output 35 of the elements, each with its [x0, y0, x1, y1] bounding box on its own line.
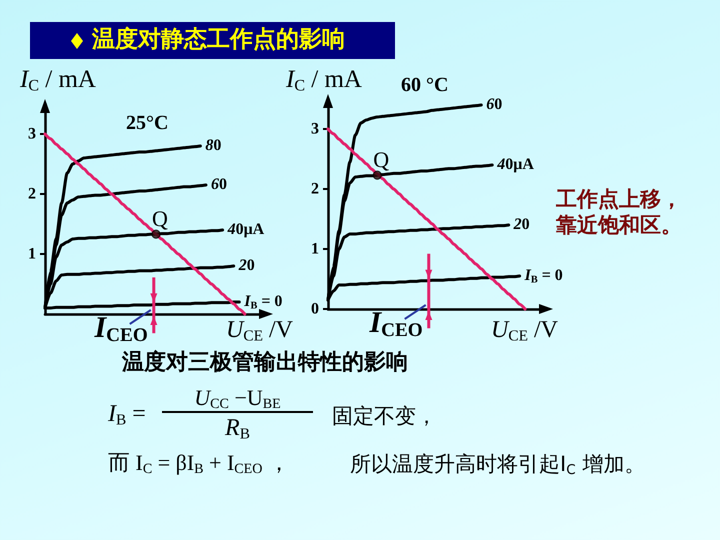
y-tick-label: 3 — [28, 126, 36, 142]
y-tick-label: 2 — [311, 180, 319, 198]
y-tick-label: 3 — [311, 120, 319, 138]
series-label: 40μA — [497, 156, 534, 174]
y-tick-label: 1 — [28, 246, 36, 262]
annotation: I$_{CEO}$ — [369, 306, 423, 342]
chart-title: 60 °C — [401, 74, 448, 96]
series-label: I$_{B}$ = 0 — [244, 293, 282, 312]
text: 温度对三极管输出特性的影响 — [122, 350, 408, 376]
annotation: I$_{CEO}$ — [94, 311, 148, 346]
series-label: 20 — [238, 257, 255, 275]
x-axis-title: U$_{CE}$ /V — [226, 317, 293, 344]
text: U$_{CC}$ −U$_{BE}$ — [162, 385, 313, 414]
text: I$_{B}$ = — [108, 401, 146, 428]
text: 工作点上移，靠近饱和区。 — [556, 186, 683, 238]
x-axis-title: U$_{CE}$ /V — [491, 317, 558, 344]
text: 所以温度升高时将引起I$_{C}$ 增加。 — [350, 452, 646, 478]
text: 而 I$_{C}$ = βI$_{B}$ + I$_{CEO}$ ， — [108, 450, 290, 478]
annotation: Q — [152, 206, 168, 232]
series-label: 60 — [486, 96, 502, 114]
y-axis-title: I$_{C}$ / mA — [20, 66, 96, 95]
y-tick-label: 1 — [311, 240, 319, 258]
series-label: 40μA — [228, 221, 264, 239]
text: R$_{B}$ — [224, 415, 251, 442]
series-label: 80 — [205, 137, 222, 155]
y-tick-label: 0 — [311, 300, 319, 318]
annotation: Q — [373, 147, 390, 172]
series-label: 20 — [514, 216, 530, 234]
text: 温度对静态工作点的影响 — [92, 26, 345, 53]
y-tick-label: 2 — [28, 186, 36, 202]
series-label: 60 — [210, 176, 227, 194]
text: 固定不变， — [332, 404, 437, 428]
y-axis-title: I$_{C}$ / mA — [286, 66, 362, 95]
chart-title: 25°C — [126, 112, 168, 134]
series-label: I$_{B}$ = 0 — [524, 267, 563, 286]
